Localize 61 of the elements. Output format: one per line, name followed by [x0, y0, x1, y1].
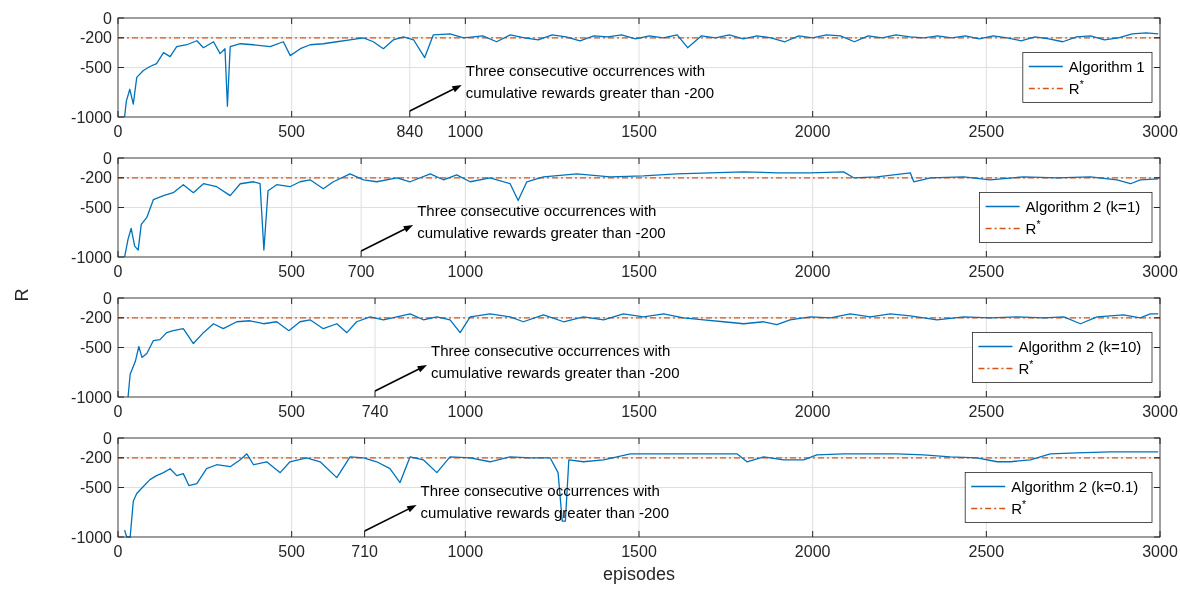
- x-tick-label: 500: [278, 543, 306, 560]
- x-tick-label: 1000: [447, 263, 484, 280]
- y-tick-label: -200: [79, 29, 113, 47]
- legend-label: Algorithm 2 (k=0.1): [1011, 477, 1139, 495]
- y-tick-label: -200: [79, 449, 113, 467]
- y-tick-label: -200: [79, 169, 113, 187]
- x-tick-label: 1500: [621, 543, 657, 560]
- x-tick-label: 3000: [1142, 263, 1178, 280]
- legend-label: R$^{*}$: [1011, 497, 1027, 517]
- x-tick-label: 2500: [968, 543, 1005, 560]
- y-tick-label: -500: [79, 59, 113, 77]
- x-tick-label: 1000: [447, 403, 484, 420]
- x-tick-label: 700: [347, 263, 375, 280]
- annotation: Three consecutive occurrences with cumulative rewards greater than -200: [417, 202, 666, 241]
- legend-label: R$^{*}$: [1068, 77, 1084, 97]
- x-tick-label: 2500: [968, 263, 1005, 280]
- y-tick-label: 0: [103, 149, 113, 167]
- y-tick-label: -1000: [71, 108, 113, 126]
- x-tick-label: 2500: [968, 403, 1005, 420]
- y-tick-label: 0: [103, 289, 113, 307]
- y-tick-label: 0: [103, 9, 113, 27]
- x-tick-label: 2000: [794, 123, 831, 140]
- x-tick-label: 740: [361, 403, 389, 420]
- x-tick-label: 1500: [621, 263, 657, 280]
- x-tick-label: 1500: [621, 403, 657, 420]
- x-tick-label: 500: [278, 263, 306, 280]
- line-series: [123, 171, 1159, 258]
- legend-label: Algorithm 2 (k=10): [1018, 337, 1142, 355]
- x-axis-title: episodes: [602, 564, 676, 584]
- legend-label: Algorithm 1: [1068, 57, 1145, 75]
- y-tick-label: -200: [79, 309, 113, 327]
- x-tick-label: 840: [396, 123, 424, 140]
- x-tick-label: 500: [278, 123, 306, 140]
- annotation: Three consecutive occurrences with cumulative rewards greater than -200: [465, 62, 715, 101]
- y-tick-label: -1000: [71, 528, 113, 546]
- x-tick-label: 3000: [1142, 543, 1178, 560]
- line-series: [123, 32, 1159, 118]
- x-tick-label: 3000: [1142, 123, 1178, 140]
- y-tick-label: -1000: [71, 388, 113, 406]
- y-tick-label: -500: [79, 339, 113, 357]
- x-tick-label: 1000: [447, 543, 484, 560]
- line-series: [127, 313, 1159, 398]
- x-tick-label: 2000: [794, 263, 831, 280]
- x-tick-label: 2000: [794, 543, 831, 560]
- y-tick-label: -1000: [71, 248, 113, 266]
- x-tick-label: 3000: [1142, 403, 1178, 420]
- x-tick-label: 500: [278, 403, 306, 420]
- y-tick-label: -500: [79, 199, 113, 217]
- y-axis-title: R: [12, 288, 32, 302]
- x-tick-label: 2500: [968, 123, 1005, 140]
- y-tick-label: -500: [79, 479, 113, 497]
- legend-label: R$^{*}$: [1018, 357, 1034, 377]
- line-series: [123, 451, 1159, 538]
- x-tick-label: 710: [351, 543, 379, 560]
- y-tick-label: 0: [103, 429, 113, 447]
- legend-label: R$^{*}$: [1025, 217, 1041, 237]
- x-tick-label: 2000: [794, 403, 831, 420]
- legend-label: Algorithm 2 (k=1): [1025, 197, 1141, 215]
- x-tick-label: 1500: [621, 123, 657, 140]
- annotation: Three consecutive occurrences with cumulative rewards greater than -200: [431, 342, 680, 381]
- x-tick-label: 1000: [447, 123, 484, 140]
